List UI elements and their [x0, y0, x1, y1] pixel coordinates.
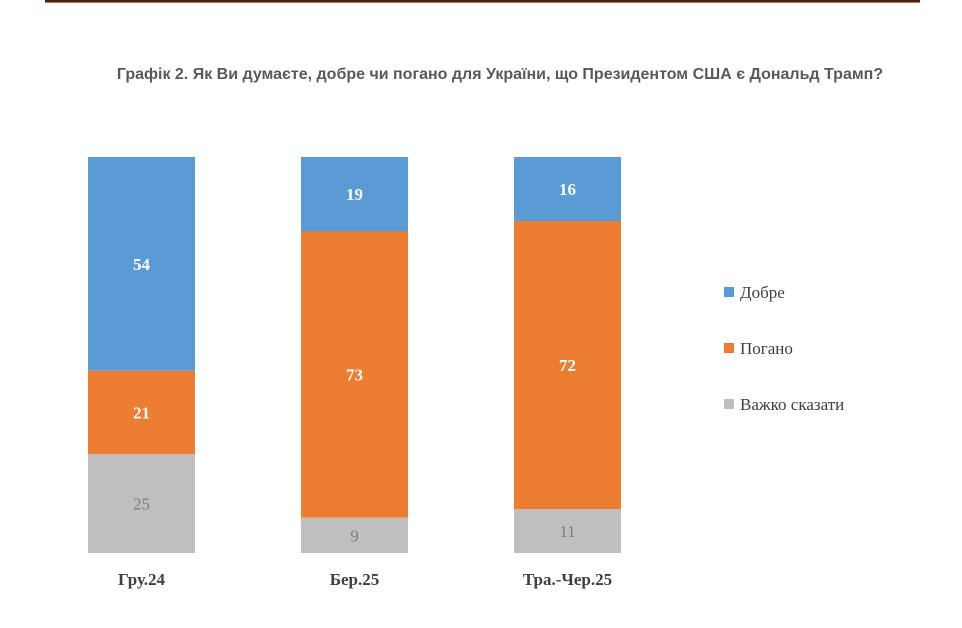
data-label: 72: [559, 356, 576, 375]
chart-title: Графік 2. Як Ви думаєте, добре чи погано…: [116, 66, 884, 83]
bar-segment: [514, 509, 621, 553]
category-label: Гру.24: [118, 570, 166, 589]
data-label: 54: [133, 255, 151, 274]
data-label: 25: [133, 495, 150, 514]
data-label: 16: [559, 180, 576, 199]
legend-swatch: [724, 399, 734, 409]
bar-segment: [301, 157, 408, 232]
bar-segment: [301, 231, 408, 518]
legend-label: Погано: [740, 339, 793, 358]
data-label: 11: [559, 522, 575, 541]
data-label: 19: [346, 185, 363, 204]
legend-label: Важко сказати: [740, 395, 844, 414]
bar-segment: [88, 370, 195, 454]
bar-segment: [88, 157, 195, 371]
category-label: Бер.25: [330, 570, 380, 589]
data-label: 21: [133, 403, 150, 422]
data-label: 9: [350, 526, 359, 545]
top-divider: [45, 0, 920, 3]
bar-segment: [88, 454, 195, 553]
bar-segment: [514, 157, 621, 221]
legend-label: Добре: [740, 283, 785, 302]
category-label: Тра.-Чер.25: [523, 570, 612, 589]
legend-swatch: [724, 343, 734, 353]
bar-segment: [301, 517, 408, 553]
data-label: 73: [346, 366, 363, 385]
legend-swatch: [724, 287, 734, 297]
bar-segment: [514, 221, 621, 509]
